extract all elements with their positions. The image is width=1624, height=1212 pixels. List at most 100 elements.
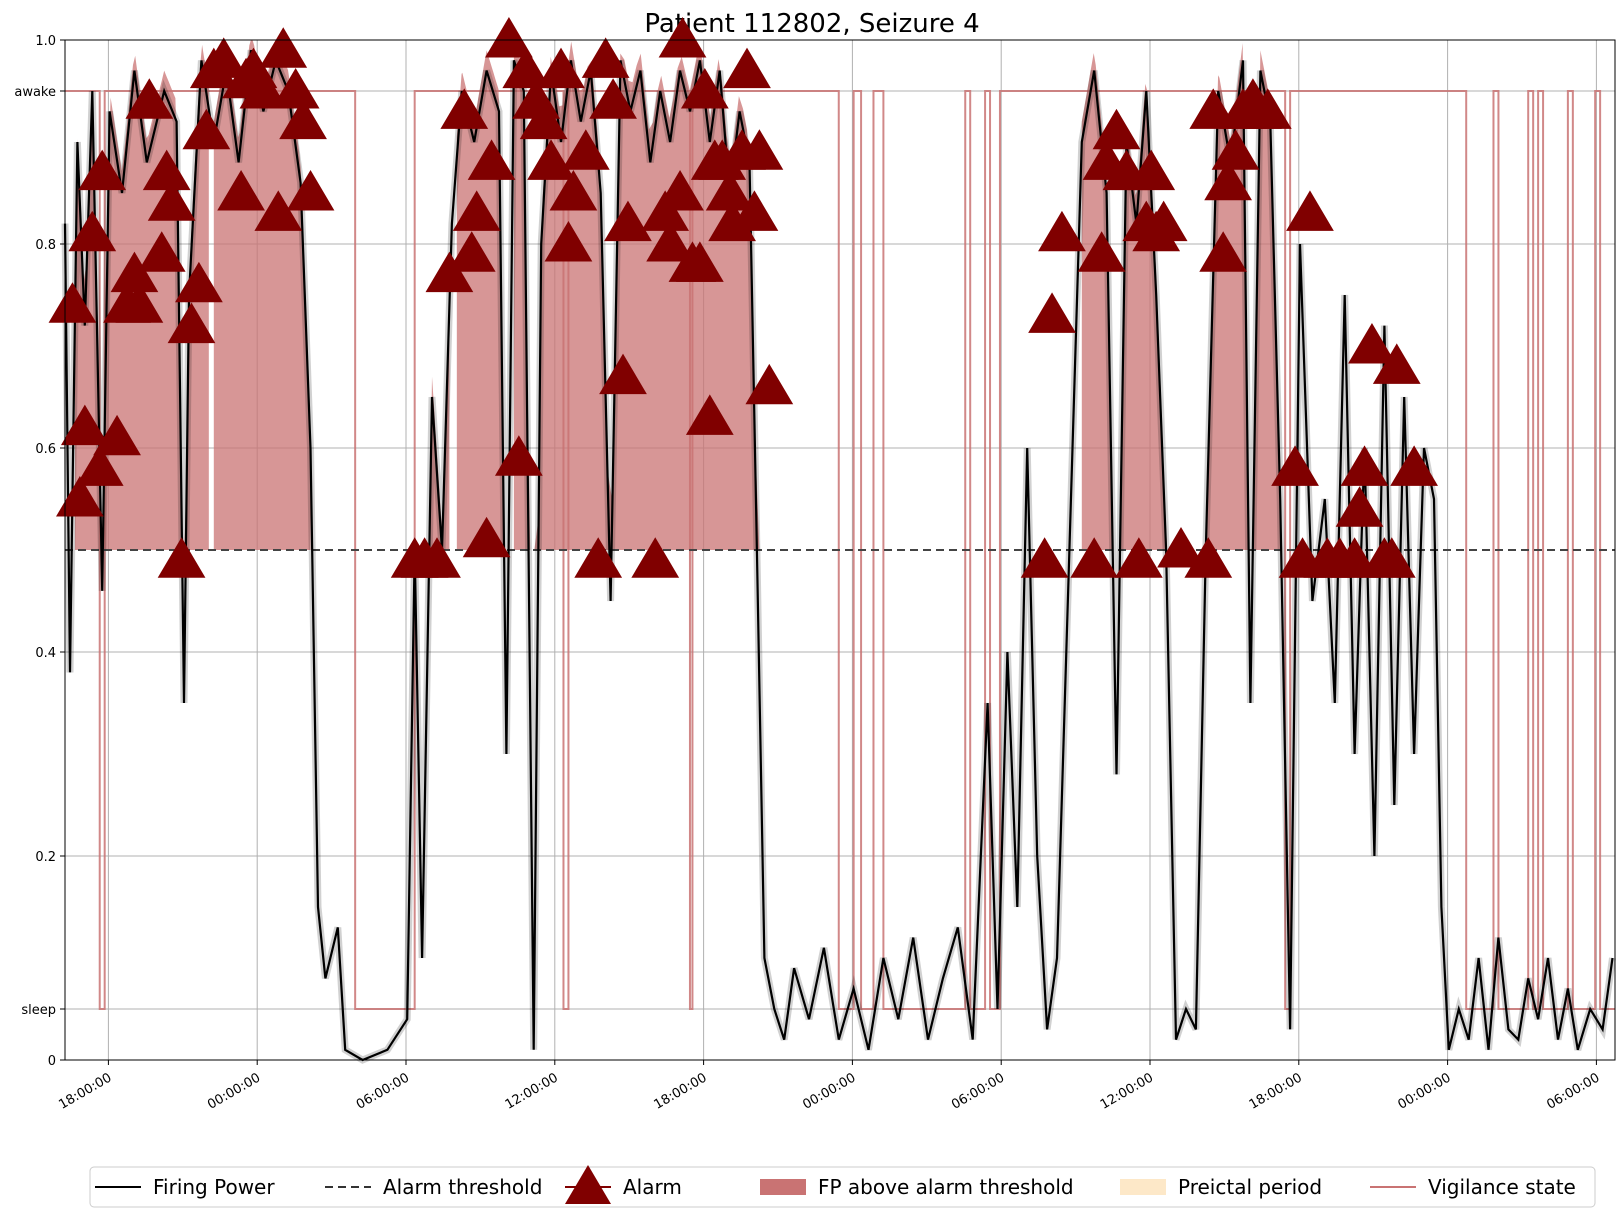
alarm-marker-55 (646, 221, 694, 262)
y-tick-label-1: sleep (21, 1003, 56, 1018)
legend-label-1: Alarm threshold (383, 1175, 542, 1199)
alarm-marker-67 (723, 47, 771, 89)
alarm-marker-88 (1204, 159, 1252, 201)
alarm-marker-9 (115, 282, 164, 323)
alarm-marker-71 (1020, 537, 1069, 578)
alarm-marker-35 (452, 190, 501, 231)
alarm-marker-25 (259, 27, 308, 68)
alarm-marker-48 (574, 537, 623, 578)
y-tick-label-7: 1.0 (35, 34, 56, 49)
alarm-marker-79 (1114, 537, 1163, 578)
vigilance-state-line (65, 90, 1615, 1010)
y-tick-label-0: 0 (48, 1054, 56, 1069)
fp-fill-region-6 (1081, 53, 1201, 550)
alarm-marker-75 (1077, 231, 1126, 272)
alarm-marker-77 (1092, 108, 1141, 150)
alarm-marker-105 (1372, 343, 1421, 384)
alarm-marker-46 (549, 170, 598, 211)
x-tick-label-5: 00:00:00 (800, 1070, 858, 1112)
y-tick-label-2: 0.2 (35, 850, 56, 865)
alarm-marker-68 (730, 190, 779, 231)
fp-fill-region-1 (213, 40, 311, 550)
firing-power-line (61, 49, 1616, 1064)
alarm-marker-36 (462, 516, 511, 558)
y-tick-label-3: 0.4 (35, 646, 56, 661)
alarm-marker-101 (1340, 445, 1389, 486)
alarm-marker-70 (745, 363, 794, 405)
legend-swatch-4 (1120, 1179, 1166, 1195)
alarm-marker-47 (561, 129, 610, 170)
chart-title: Patient 112802, Seizure 4 (644, 9, 979, 39)
x-tick-label-10: 06:00:00 (1544, 1070, 1602, 1112)
x-tick-label-6: 06:00:00 (949, 1070, 1007, 1112)
x-tick-label-3: 12:00:00 (503, 1070, 561, 1112)
legend-label-0: Firing Power (153, 1175, 275, 1199)
x-tick-label-4: 18:00:00 (652, 1070, 710, 1112)
alarm-marker-44 (537, 47, 585, 89)
alarm-marker-86 (1189, 88, 1238, 129)
alarm-marker-84 (1157, 527, 1205, 568)
alarm-marker-104 (1367, 537, 1416, 578)
alarm-marker-5 (78, 149, 127, 191)
alarm-marker-81 (1127, 149, 1176, 191)
alarm-marker-85 (1184, 537, 1233, 578)
legend-frame (89, 1166, 1596, 1208)
alarm-marker-16 (175, 261, 223, 303)
alarm-marker-4 (75, 445, 124, 486)
legend-swatch-2 (565, 1165, 611, 1204)
alarm-marker-23 (239, 68, 288, 109)
alarm-marker-20 (217, 170, 265, 211)
legend: Firing Power Alarm threshold Alarm FP above… (89, 1165, 1596, 1208)
alarm-marker-38 (485, 17, 533, 58)
alarm-marker-24 (254, 190, 303, 231)
vigilance-state-path (65, 90, 1615, 1010)
x-axis-ticks: 18:00:00 00:00:00 06:00:00 12:00:00 18:00:00… (56, 1060, 1602, 1113)
alarm-marker-37 (467, 139, 516, 180)
alarm-marker-34 (447, 231, 496, 272)
y-tick-label-4: 0.6 (35, 442, 56, 457)
alarm-marker-31 (413, 537, 461, 578)
alarm-marker-13 (147, 180, 196, 221)
alarm-marker-17 (182, 108, 231, 150)
alarm-marker-73 (1038, 210, 1086, 252)
x-tick-label-7: 12:00:00 (1098, 1070, 1156, 1112)
alarm-marker-3 (68, 210, 117, 252)
alarm-marker-19 (199, 37, 248, 78)
y-tick-label-5: 0.8 (35, 238, 56, 253)
alarm-marker-33 (440, 88, 489, 129)
alarm-marker-94 (1271, 445, 1319, 486)
plot-frame (64, 39, 1616, 1061)
y-axis-ticks: 0 sleep 0.2 0.4 0.6 0.8 awake 1.0 (14, 34, 65, 1069)
x-tick-label-1: 00:00:00 (205, 1070, 263, 1112)
y-tick-label-6: awake (14, 85, 56, 100)
alarm-marker-27 (279, 98, 327, 140)
alarm-marker-89 (1211, 129, 1260, 170)
alarm-marker-50 (589, 78, 637, 119)
alarm-marker-69 (735, 129, 784, 170)
x-tick-label-2: 06:00:00 (354, 1070, 412, 1112)
alarm-marker-32 (425, 251, 474, 293)
legend-swatch-3 (760, 1179, 806, 1195)
x-tick-label-8: 18:00:00 (1247, 1070, 1305, 1112)
alarm-marker-61 (685, 394, 734, 435)
alarm-marker-11 (137, 231, 186, 272)
alarm-marker-106 (1390, 445, 1438, 486)
alarm-marker-45 (544, 221, 593, 262)
alarm-marker-60 (680, 68, 729, 109)
alarm-marker-99 (1330, 537, 1379, 578)
alarm-marker-87 (1199, 231, 1248, 272)
alarm-markers (48, 17, 1438, 578)
alarm-marker-14 (157, 537, 206, 578)
alarm-marker-40 (502, 47, 551, 89)
alarm-marker-96 (1286, 190, 1334, 231)
alarm-marker-59 (676, 241, 724, 282)
x-tick-label-0: 18:00:00 (56, 1070, 114, 1112)
x-tick-label-9: 00:00:00 (1396, 1070, 1454, 1112)
alarm-marker-0 (48, 282, 97, 323)
alarm-marker-93 (1243, 88, 1292, 129)
alarm-marker-53 (631, 537, 680, 578)
alarm-marker-56 (656, 170, 704, 211)
alarm-marker-102 (1348, 323, 1396, 364)
alarm-marker-42 (519, 98, 568, 140)
